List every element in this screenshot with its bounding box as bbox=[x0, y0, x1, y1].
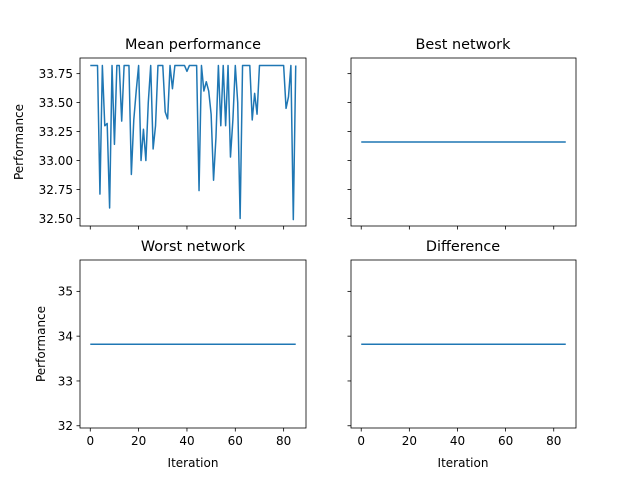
plot-area bbox=[90, 64, 297, 221]
axes-frame bbox=[79, 259, 307, 429]
y-tick-label: 33 bbox=[58, 374, 73, 388]
axes-frame bbox=[79, 57, 307, 227]
y-tick-label: 33.50 bbox=[39, 96, 73, 110]
panel-mean-performance: Mean performance Performance 32.50 32.75 3… bbox=[12, 37, 307, 230]
y-axis-label: Performance bbox=[34, 306, 48, 382]
panel-difference: Difference Iteration 0 20 40 60 80 bbox=[347, 239, 577, 470]
x-tick-label: 80 bbox=[276, 434, 291, 448]
y-tick-label: 34 bbox=[58, 329, 73, 343]
panel-worst-network: Worst network Performance Iteration 0 20 4… bbox=[34, 239, 307, 470]
x-tick-label: 40 bbox=[179, 434, 194, 448]
panel-title: Best network bbox=[416, 37, 512, 53]
y-tick-label: 32.50 bbox=[39, 212, 73, 226]
y-tick-label: 33.00 bbox=[39, 154, 73, 168]
y-axis-label: Performance bbox=[12, 104, 26, 180]
axes-frame bbox=[350, 259, 577, 429]
y-tick-label: 33.75 bbox=[39, 67, 73, 81]
y-tick-label: 32.75 bbox=[39, 183, 73, 197]
x-axis-label: Iteration bbox=[168, 456, 219, 470]
x-tick-label: 0 bbox=[357, 434, 365, 448]
y-tick-label: 33.25 bbox=[39, 125, 73, 139]
x-tick-label: 60 bbox=[498, 434, 513, 448]
x-tick-label: 80 bbox=[546, 434, 561, 448]
x-tick-label: 20 bbox=[402, 434, 417, 448]
x-tick-label: 60 bbox=[228, 434, 243, 448]
x-axis-label: Iteration bbox=[438, 456, 489, 470]
series-line-mean bbox=[90, 64, 297, 221]
y-tick-label: 35 bbox=[58, 285, 73, 299]
panel-title: Worst network bbox=[141, 239, 246, 255]
x-tick-label: 20 bbox=[131, 434, 146, 448]
y-tick-label: 32 bbox=[58, 419, 73, 433]
panel-title: Difference bbox=[426, 239, 500, 255]
panel-title: Mean performance bbox=[125, 37, 261, 53]
panel-best-network: Best network bbox=[347, 37, 577, 230]
axes-frame bbox=[350, 57, 577, 227]
x-tick-label: 40 bbox=[450, 434, 465, 448]
x-tick-label: 0 bbox=[86, 434, 94, 448]
